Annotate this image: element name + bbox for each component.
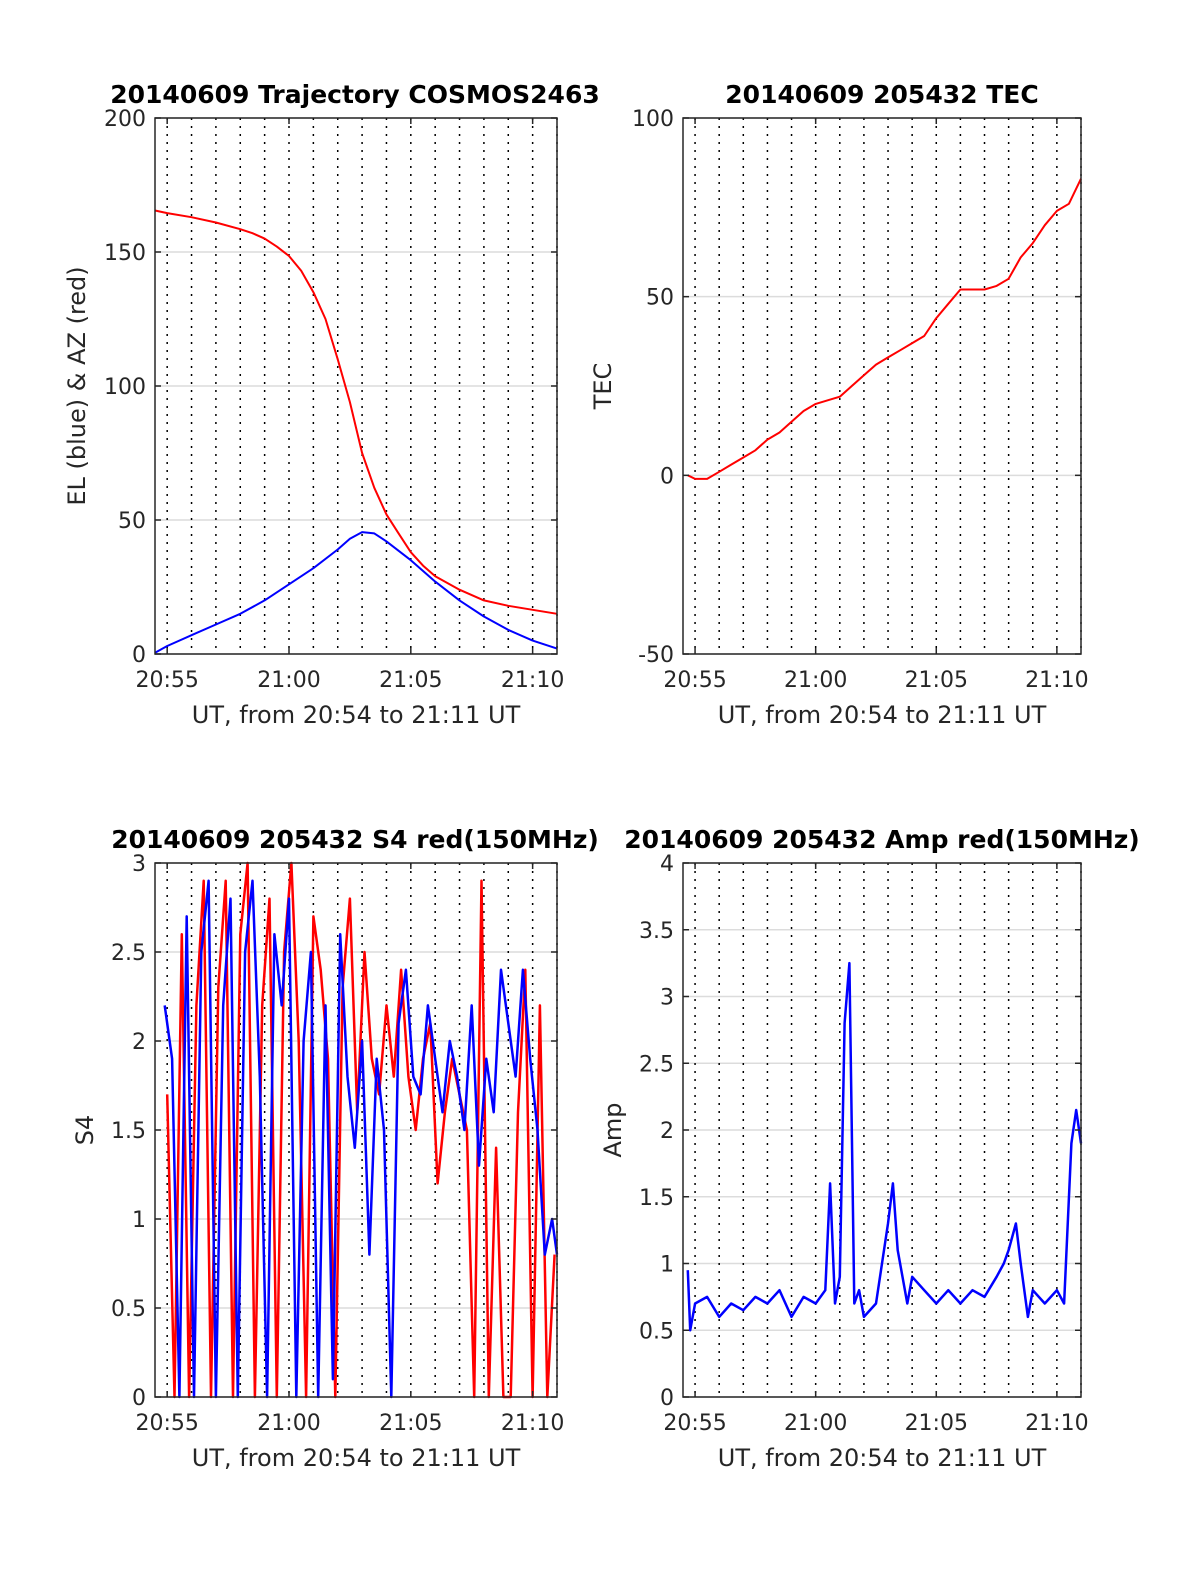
chart-title: 20140609 Trajectory COSMOS2463 bbox=[110, 80, 600, 109]
series-line-0 bbox=[154, 209, 558, 615]
x-axis-label: UT, from 20:54 to 21:11 UT bbox=[718, 1444, 1047, 1472]
y-axis-label: Amp bbox=[599, 1102, 627, 1157]
x-axis-label: UT, from 20:54 to 21:11 UT bbox=[192, 701, 521, 729]
x-tick-label: 21:10 bbox=[501, 668, 564, 693]
chart-traj: 0 50 100 150 200 20:55 21:00 21:05 21:10 UT, from… bbox=[63, 80, 600, 729]
y-tick-label: 50 bbox=[646, 286, 674, 311]
series-line-1 bbox=[163, 879, 559, 1399]
y-tick-label: 1 bbox=[132, 1208, 146, 1233]
chart-s4: 0 0.5 1 1.5 2 2.5 3 20:55 21:00 21:05 21:10 UT, fro… bbox=[71, 825, 599, 1472]
series-line-1 bbox=[154, 531, 558, 654]
series-line-0 bbox=[165, 861, 556, 1399]
x-tick-label: 20:55 bbox=[135, 1411, 198, 1436]
y-tick-label: 0.5 bbox=[639, 1319, 674, 1344]
chart-title: 20140609 205432 TEC bbox=[725, 80, 1038, 109]
y-tick-label: 0.5 bbox=[111, 1297, 146, 1322]
chart-amp: 0 0.5 1 1.5 2 2.5 3 3.5 4 20:55 21:00 21:05 21:10 UT,… bbox=[599, 825, 1140, 1472]
y-tick-label: 0 bbox=[660, 464, 674, 489]
y-tick-label: 3 bbox=[660, 986, 674, 1011]
x-tick-label: 20:55 bbox=[135, 668, 198, 693]
x-tick-label: 20:55 bbox=[663, 668, 726, 693]
x-tick-label: 21:05 bbox=[379, 1411, 442, 1436]
series-line-0 bbox=[686, 961, 1083, 1332]
y-tick-label: 2 bbox=[660, 1119, 674, 1144]
plot-frame bbox=[682, 117, 1082, 655]
y-tick-label: 50 bbox=[118, 509, 146, 534]
y-tick-label: 1.5 bbox=[111, 1119, 146, 1144]
x-tick-label: 20:55 bbox=[663, 1411, 726, 1436]
x-tick-label: 21:10 bbox=[1025, 1411, 1088, 1436]
y-tick-label: -50 bbox=[638, 643, 674, 668]
x-tick-label: 21:10 bbox=[1025, 668, 1088, 693]
series-line-0 bbox=[687, 178, 1082, 480]
y-tick-label: 200 bbox=[104, 107, 146, 132]
x-tick-label: 21:00 bbox=[257, 668, 320, 693]
x-tick-label: 21:05 bbox=[905, 668, 968, 693]
chart-tec: -50 0 50 100 20:55 21:00 21:05 21:10 UT, from 20… bbox=[589, 80, 1089, 729]
y-tick-label: 1 bbox=[660, 1253, 674, 1278]
y-tick-label: 100 bbox=[104, 375, 146, 400]
y-tick-label: 4 bbox=[660, 852, 674, 877]
x-axis-label: UT, from 20:54 to 21:11 UT bbox=[192, 1444, 521, 1472]
y-tick-label: 3 bbox=[132, 852, 146, 877]
x-tick-label: 21:00 bbox=[784, 668, 847, 693]
y-tick-label: 0 bbox=[132, 643, 146, 668]
x-tick-label: 21:10 bbox=[501, 1411, 564, 1436]
chart-title: 20140609 205432 S4 red(150MHz) bbox=[111, 825, 599, 854]
y-axis-label: TEC bbox=[589, 363, 617, 411]
y-tick-label: 2 bbox=[132, 1030, 146, 1055]
y-tick-label: 100 bbox=[632, 107, 674, 132]
y-axis-label: EL (blue) & AZ (red) bbox=[63, 266, 91, 505]
y-tick-label: 2.5 bbox=[111, 941, 146, 966]
y-tick-label: 150 bbox=[104, 241, 146, 266]
chart-title: 20140609 205432 Amp red(150MHz) bbox=[624, 825, 1140, 854]
y-tick-label: 2.5 bbox=[639, 1052, 674, 1077]
x-tick-label: 21:05 bbox=[905, 1411, 968, 1436]
x-tick-label: 21:00 bbox=[257, 1411, 320, 1436]
y-tick-label: 1.5 bbox=[639, 1186, 674, 1211]
x-tick-label: 21:05 bbox=[379, 668, 442, 693]
y-axis-label: S4 bbox=[71, 1115, 99, 1146]
y-tick-label: 3.5 bbox=[639, 919, 674, 944]
x-tick-label: 21:00 bbox=[784, 1411, 847, 1436]
y-tick-label: 0 bbox=[132, 1386, 146, 1411]
x-axis-label: UT, from 20:54 to 21:11 UT bbox=[718, 701, 1047, 729]
y-tick-label: 0 bbox=[660, 1386, 674, 1411]
